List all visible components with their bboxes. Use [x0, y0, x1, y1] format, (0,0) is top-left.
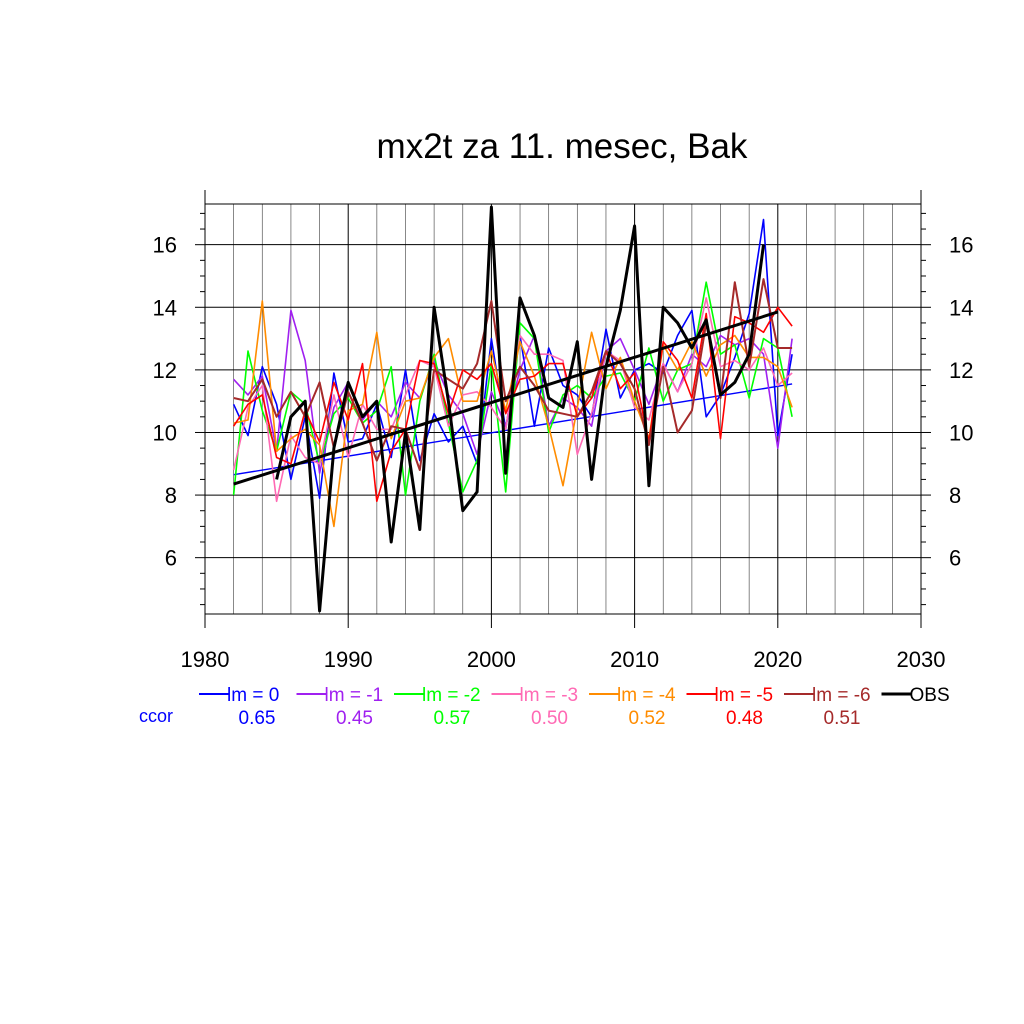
grid-layer [205, 204, 921, 614]
x-tick-label: 2030 [897, 647, 946, 672]
legend-label: lm = -1 [325, 685, 384, 706]
series-line [275, 205, 765, 613]
x-tick-label: 2000 [467, 647, 516, 672]
y-tick-label: 14 [153, 295, 177, 320]
legend-label: lm = -4 [617, 685, 676, 706]
chart-title: mx2t za 11. mesec, Bak [377, 127, 748, 166]
y-tick-label: 12 [153, 358, 177, 383]
trend-line [233, 310, 779, 486]
series-layer [232, 205, 793, 613]
y-tick-label-right: 6 [949, 546, 961, 571]
legend-ccor-value: 0.51 [824, 708, 861, 729]
y-tick-label: 16 [153, 233, 177, 258]
legend-label: lm = 0 [227, 685, 279, 706]
legend-ccor-value: 0.57 [434, 708, 471, 729]
legend-ccor-value: 0.50 [531, 708, 568, 729]
y-tick-label-right: 8 [949, 483, 961, 508]
legend-label: lm = -3 [520, 685, 579, 706]
legend-ccor-value: 0.45 [336, 708, 373, 729]
legend-label: lm = -6 [812, 685, 871, 706]
tick-labels: 6 6 8 8 10 10 12 12 14 14 16 16 1980 1990 2000 2010 2020… [153, 233, 974, 672]
x-tick-label: 1980 [181, 647, 230, 672]
legend-label: OBS [910, 685, 950, 706]
legend-ccor-value: 0.48 [726, 708, 763, 729]
x-tick-label: 2020 [753, 647, 802, 672]
legend-ccor-value: 0.65 [239, 708, 276, 729]
ccor-label: ccor [139, 706, 173, 726]
y-tick-label: 8 [165, 483, 177, 508]
legend-label: lm = -5 [715, 685, 774, 706]
axis-ticks [195, 212, 931, 628]
y-tick-label-right: 14 [949, 295, 973, 320]
y-tick-label: 6 [165, 546, 177, 571]
y-tick-label: 10 [153, 420, 177, 445]
y-tick-label-right: 16 [949, 233, 973, 258]
x-tick-label: 2010 [610, 647, 659, 672]
series-line [232, 281, 793, 496]
x-tick-label: 1990 [324, 647, 373, 672]
y-tick-label-right: 12 [949, 358, 973, 383]
plot-frame [204, 190, 922, 628]
legend-ccor-value: 0.52 [629, 708, 666, 729]
legend-label: lm = -2 [422, 685, 481, 706]
y-tick-label-right: 10 [949, 420, 973, 445]
trend-line [233, 383, 793, 476]
